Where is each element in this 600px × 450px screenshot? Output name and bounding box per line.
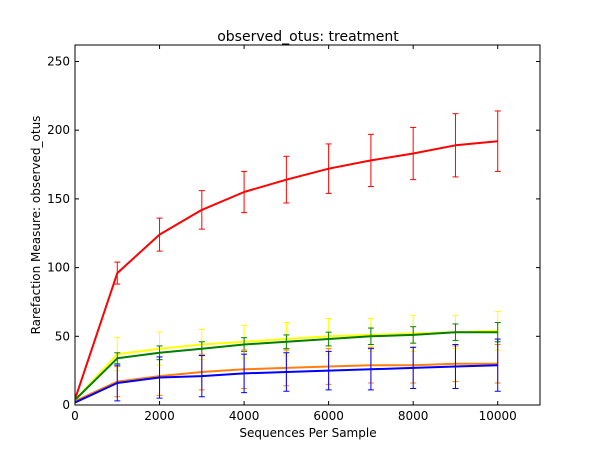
y-tick-label: 250 (47, 54, 70, 68)
error-bar (241, 353, 248, 394)
axes: 0 2000 4000 6000 8000 10000 0 50 100 150 200 250 (47, 44, 541, 423)
error-bar (367, 348, 374, 391)
x-tick-label: 6000 (313, 409, 344, 423)
y-tick-label: 50 (55, 329, 70, 343)
error-bar (241, 170, 248, 214)
x-tick-label: 8000 (398, 409, 429, 423)
y-tick-label: 0 (62, 398, 70, 412)
error-bar (325, 350, 332, 391)
error-bar (367, 133, 374, 188)
error-bar (114, 261, 121, 285)
y-tick-label: 100 (47, 261, 70, 275)
error-bar (367, 327, 374, 346)
error-bar (452, 344, 459, 390)
series-4 (74, 338, 501, 404)
y-axis-label: Rarefaction Measure: observed_otus (29, 116, 43, 335)
error-bar (114, 352, 121, 365)
chart-title: observed_otus: treatment (217, 29, 399, 45)
x-axis-label: Sequences Per Sample (239, 426, 376, 440)
series-2 (74, 322, 501, 401)
y-tick-label: 200 (47, 123, 70, 137)
error-bar (494, 110, 501, 172)
error-bar (156, 217, 163, 252)
error-bar (410, 326, 417, 344)
error-bar (283, 334, 290, 350)
error-bar (114, 364, 121, 402)
y-tick-label: 150 (47, 192, 70, 206)
error-bar (156, 356, 163, 399)
x-tick-label: 10000 (479, 409, 517, 423)
error-bar (325, 143, 332, 194)
axes-frame (74, 44, 541, 406)
error-bar (410, 346, 417, 390)
error-bar (452, 113, 459, 178)
error-bar (452, 323, 459, 341)
error-bar (325, 331, 332, 347)
x-tick-label: 4000 (229, 409, 260, 423)
error-bar (283, 155, 290, 204)
error-bar (410, 126, 417, 181)
error-bar (283, 352, 290, 392)
x-tick-label: 2000 (144, 409, 175, 423)
error-bar (494, 338, 501, 392)
error-bar (198, 355, 205, 398)
x-tick-label: 0 (71, 409, 79, 423)
error-bar (198, 190, 205, 230)
series-0 (74, 110, 501, 399)
plot-area (74, 110, 501, 404)
